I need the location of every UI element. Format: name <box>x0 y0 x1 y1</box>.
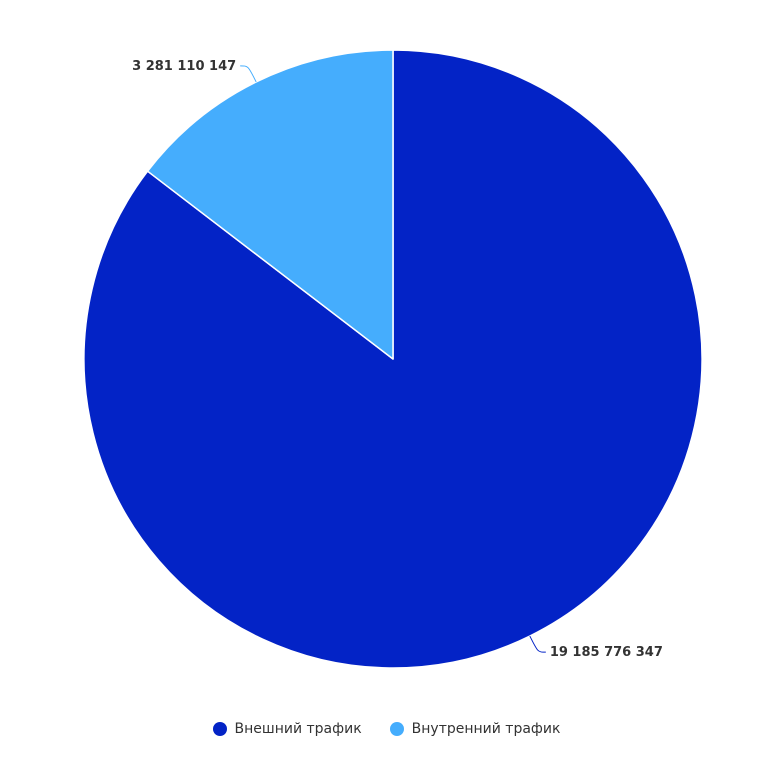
legend: Внешний трафик Внутренний трафик <box>0 721 773 737</box>
legend-label-external: Внешний трафик <box>234 721 362 737</box>
legend-swatch-internal <box>389 722 404 736</box>
data-labels: 19 185 776 347 3 281 110 147 <box>132 59 663 660</box>
label-connectors <box>240 65 546 653</box>
legend-label-internal: Внутренний трафик <box>411 721 561 737</box>
data-label-0: 19 185 776 347 <box>550 645 663 660</box>
data-label-1: 3 281 110 147 <box>132 59 236 74</box>
legend-item-external[interactable]: Внешний трафик <box>212 721 362 737</box>
pie-chart: 19 185 776 347 3 281 110 147 <box>83 49 703 669</box>
legend-item-internal[interactable]: Внутренний трафик <box>389 721 561 737</box>
label-connector-1 <box>240 65 257 83</box>
legend-swatch-external <box>212 722 227 736</box>
label-connector-0 <box>529 635 546 653</box>
pie-slices <box>83 49 703 669</box>
